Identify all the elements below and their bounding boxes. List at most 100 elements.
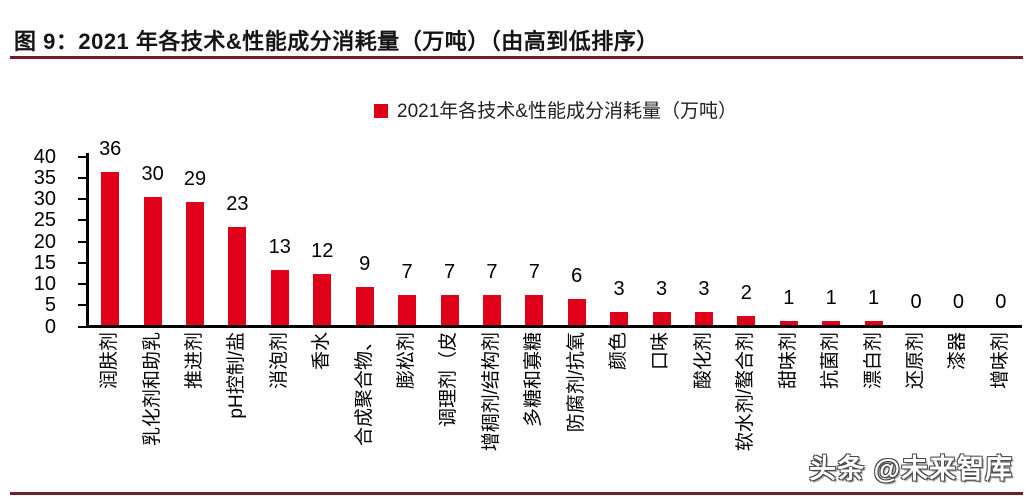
bar — [864, 321, 883, 325]
x-axis-category: 推进剂 — [174, 332, 216, 482]
x-axis-category-label: 软水剂/螯合剂 — [735, 332, 757, 452]
x-axis-category: 口味 — [640, 332, 682, 482]
y-axis-tick — [78, 155, 86, 158]
x-axis-category: 合成聚合物、 — [344, 332, 386, 482]
bar — [525, 295, 544, 325]
chart-legend: 2021年各技术&性能成分消耗量（万吨） — [89, 96, 1022, 123]
y-axis-tick — [78, 240, 86, 243]
x-axis-category-label: 调理剂（皮 — [438, 332, 460, 428]
x-axis-category: 多糖和寡糖 — [513, 332, 555, 482]
y-axis-tick-label: 35 — [33, 166, 56, 189]
y-axis-tick-label: 15 — [33, 251, 56, 274]
y-axis-tick — [78, 304, 86, 307]
bar-value-label: 1 — [868, 287, 880, 309]
x-axis-category-label: 酸化剂 — [692, 332, 714, 390]
x-axis-line — [86, 325, 1022, 328]
title-divider-rule — [10, 56, 1023, 59]
bar — [779, 321, 798, 325]
y-axis-tick — [78, 325, 86, 328]
bar-value-label: 7 — [528, 261, 540, 283]
x-axis-category-label: 推进剂 — [183, 332, 205, 390]
bottom-rule — [10, 492, 1023, 495]
bar-value-label: 0 — [995, 291, 1007, 313]
y-axis-line — [86, 153, 89, 328]
x-axis-category-label: 多糖和寡糖 — [523, 332, 545, 428]
bar — [822, 321, 841, 325]
bar-value-label: 29 — [183, 168, 207, 190]
figure-title: 图 9：2021 年各技术&性能成分消耗量（万吨）（由高到低排序） — [14, 29, 659, 54]
bar — [228, 227, 247, 325]
bar-value-label: 3 — [655, 278, 668, 300]
y-axis-tick-label: 0 — [44, 315, 56, 338]
x-axis-category: 增稠剂/结构剂 — [471, 332, 513, 482]
x-axis-category-label: 合成聚合物、 — [353, 332, 375, 447]
legend-label: 2021年各技术&性能成分消耗量（万吨） — [397, 101, 737, 122]
bar-value-label: 23 — [226, 193, 249, 215]
bar-value-label: 7 — [486, 261, 498, 283]
bar — [143, 197, 162, 325]
y-axis-tick — [78, 261, 86, 264]
x-axis-category: 软水剂/螯合剂 — [725, 332, 767, 482]
bar — [694, 312, 713, 325]
bar — [652, 312, 671, 325]
x-axis-category: 润肤剂 — [89, 332, 131, 482]
bar — [101, 172, 120, 325]
legend-color-swatch — [374, 103, 389, 118]
x-axis-category-label: pH控制/盐 — [226, 332, 248, 419]
bar — [398, 295, 417, 325]
bar-value-label: 0 — [952, 291, 964, 313]
x-axis-category: 甜味剂 — [768, 332, 810, 482]
x-axis-category: 酸化剂 — [683, 332, 725, 482]
bar-value-label: 36 — [99, 138, 122, 160]
x-axis-category: 消泡剂 — [259, 332, 301, 482]
y-axis-tick-label: 10 — [33, 273, 56, 295]
x-axis-category: 调理剂（皮 — [428, 332, 470, 482]
x-axis-category-label: 润肤剂 — [99, 332, 121, 390]
y-axis-tick-label: 20 — [33, 230, 56, 253]
x-axis-category-label: 膨松剂 — [396, 332, 418, 390]
y-axis-tick — [78, 176, 86, 179]
bar-value-label: 3 — [613, 278, 625, 300]
x-axis-category: 防腐剂/抗氧 — [556, 332, 598, 482]
x-axis-category-label: 消泡剂 — [268, 332, 290, 390]
bar-value-label: 13 — [268, 236, 291, 258]
y-axis-tick-label: 40 — [33, 145, 56, 168]
bar-value-label: 7 — [401, 261, 413, 283]
y-axis-tick-label: 25 — [33, 209, 56, 232]
bar-value-label: 30 — [141, 163, 164, 185]
bar-value-label: 7 — [443, 261, 456, 283]
x-axis-category-label: 甜味剂 — [777, 332, 799, 390]
bar-value-label: 1 — [825, 287, 837, 309]
bar-value-label: 3 — [698, 278, 710, 300]
x-axis-category: 乳化剂和助乳 — [131, 332, 173, 482]
bar — [270, 270, 289, 325]
watermark-text: 头条 @未来智库 — [809, 454, 1013, 484]
bar-value-label: 1 — [783, 287, 795, 309]
x-axis-category-label: 香水 — [311, 332, 333, 371]
x-axis-category: 颜色 — [598, 332, 640, 482]
bar-value-label: 0 — [910, 291, 922, 313]
y-axis-tick — [78, 219, 86, 222]
x-axis-category-label: 口味 — [650, 332, 672, 371]
bar-value-label: 6 — [571, 265, 583, 287]
y-axis-tick — [78, 198, 86, 200]
y-axis-tick-label: 30 — [33, 188, 56, 210]
bar — [567, 299, 586, 325]
bar-value-label: 9 — [359, 253, 371, 275]
x-axis-category: 膨松剂 — [386, 332, 428, 482]
x-axis-category: 香水 — [301, 332, 343, 482]
bar — [313, 274, 332, 325]
x-axis-category-label: 增稠剂/结构剂 — [480, 332, 502, 452]
bar-value-label: 12 — [311, 240, 334, 262]
bar — [440, 295, 459, 325]
y-axis-tick-label: 5 — [44, 294, 56, 317]
bar-value-label: 2 — [740, 282, 752, 304]
x-axis-category-label: 防腐剂/抗氧 — [565, 332, 587, 433]
bar — [355, 287, 374, 325]
bar — [186, 202, 204, 325]
bar — [482, 295, 501, 325]
bar — [737, 316, 756, 325]
x-axis-category: pH控制/盐 — [216, 332, 258, 482]
y-axis-tick — [78, 283, 86, 285]
